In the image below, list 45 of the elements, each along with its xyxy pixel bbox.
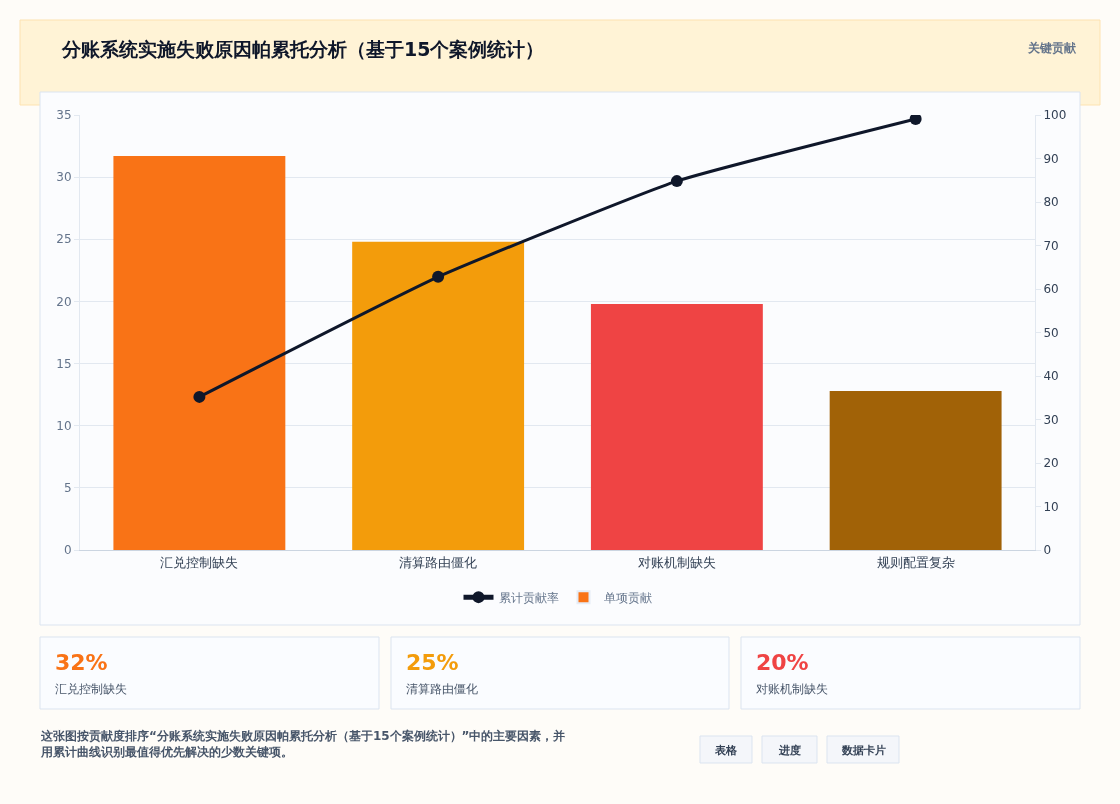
bar	[829, 390, 1002, 550]
bar	[352, 241, 525, 550]
y2-tick-label: 80	[1043, 195, 1059, 210]
y-tick-label: 5	[63, 481, 72, 496]
y2-tick-label: 100	[1043, 108, 1067, 123]
y-tick-label: 25	[56, 232, 72, 247]
y2-tick-label: 90	[1043, 151, 1059, 166]
text: 25%	[406, 650, 459, 675]
text: 表格	[714, 744, 738, 757]
y-tick-label: 10	[56, 418, 72, 433]
text: 清算路由僵化	[406, 682, 478, 696]
y2-tick-label: 0	[1043, 543, 1052, 558]
y2-tick-label: 60	[1043, 282, 1059, 297]
y-tick-label: 35	[56, 108, 72, 123]
y-tick-label: 15	[56, 356, 72, 371]
legend-label: 累计贡献率	[498, 590, 559, 605]
chart-title: 分账系统实施失败原因帕累托分析（基于15个案例统计）	[61, 37, 545, 60]
y-tick-label: 0	[63, 543, 72, 558]
y2-tick-label: 30	[1043, 412, 1059, 427]
y-tick-label: 30	[56, 170, 72, 185]
legend-label: 单项贡献	[603, 590, 652, 605]
text: 对账机制缺失	[756, 682, 828, 696]
point	[193, 390, 206, 403]
y2-tick-label: 10	[1043, 499, 1059, 514]
x-tick-label: 规则配置复杂	[876, 554, 955, 570]
y-tick-label: 20	[56, 294, 72, 309]
point	[670, 175, 683, 188]
text: 关键贡献	[1027, 41, 1077, 55]
y2-tick-label: 50	[1043, 325, 1059, 340]
bar	[113, 156, 286, 550]
bar	[590, 303, 763, 550]
y2-tick-label: 70	[1043, 238, 1059, 253]
text: 汇兑控制缺失	[55, 682, 127, 696]
text: 数据卡片	[841, 744, 886, 757]
text: 32%	[55, 650, 108, 675]
point	[432, 270, 445, 283]
text: 20%	[756, 650, 809, 675]
y2-tick-label: 20	[1043, 456, 1059, 471]
x-tick-label: 对账机制缺失	[637, 554, 716, 570]
x-tick-label: 清算路由僵化	[399, 554, 478, 570]
point	[909, 115, 922, 125]
text: 进度	[778, 744, 801, 757]
y2-tick-label: 40	[1043, 369, 1059, 384]
x-tick-label: 汇兑控制缺失	[160, 554, 239, 570]
text: 这张图按贡献度排序“分账系统实施失败原因帕累托分析（基于15个案例统计）”中的主要因素，并用累计曲线识别最值得优先解决的少数关键项。	[40, 729, 566, 759]
